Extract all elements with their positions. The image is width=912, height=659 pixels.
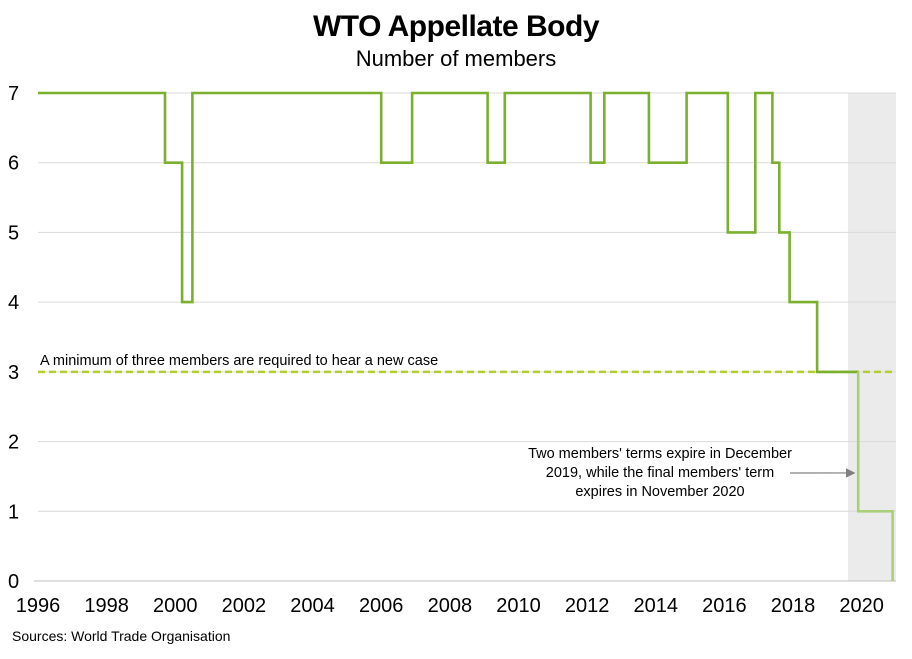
x-tick-label: 2018 <box>771 595 816 617</box>
y-tick-label: 3 <box>8 362 19 384</box>
series-line-historical <box>38 91 859 374</box>
x-tick-label: 2012 <box>565 595 610 617</box>
series-line-projected <box>856 371 894 581</box>
chart-subtitle: Number of members <box>355 46 557 71</box>
x-tick-label: 2002 <box>222 595 267 617</box>
reference-line-label: A minimum of three members are required … <box>40 353 438 369</box>
chart-title: WTO Appellate Body <box>312 10 600 43</box>
y-tick-label: 4 <box>8 292 19 314</box>
annotation-text-line: 2019, while the final members' term <box>546 465 774 481</box>
x-tick-label: 2014 <box>634 595 679 617</box>
annotation-text-line: Two members' terms expire in December <box>528 446 792 462</box>
y-tick-label: 7 <box>8 83 19 105</box>
x-tick-label: 2016 <box>702 595 747 617</box>
annotation-text-line: expires in November 2020 <box>575 484 744 500</box>
x-tick-label: 2004 <box>290 595 335 617</box>
x-tick-label: 2008 <box>428 595 473 617</box>
y-tick-label: 5 <box>8 222 19 244</box>
y-tick-label: 2 <box>8 432 19 454</box>
x-tick-label: 2006 <box>359 595 404 617</box>
y-tick-label: 0 <box>8 571 19 593</box>
x-tick-label: 2020 <box>839 595 884 617</box>
x-tick-label: 2000 <box>153 595 198 617</box>
source-note: Sources: World Trade Organisation <box>12 628 231 644</box>
x-tick-label: 1996 <box>16 595 61 617</box>
y-tick-label: 6 <box>8 153 19 175</box>
shaded-projection-region <box>847 93 896 581</box>
x-tick-label: 2010 <box>496 595 541 617</box>
y-tick-label: 1 <box>8 501 19 523</box>
x-tick-label: 1998 <box>84 595 129 617</box>
